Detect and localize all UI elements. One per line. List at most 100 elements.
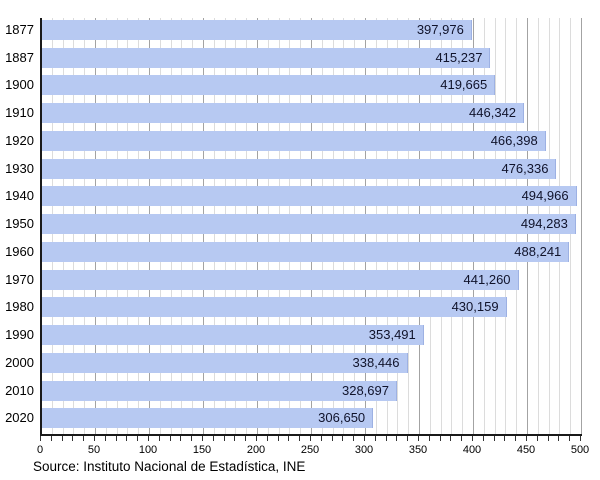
x-axis-tick-label: 0 xyxy=(36,444,44,456)
x-axis-tick xyxy=(245,436,247,441)
bar-value-label: 476,336 xyxy=(501,160,549,176)
x-axis-tick xyxy=(461,436,463,441)
x-axis-tick xyxy=(320,436,322,441)
bar-1950: 494,283 xyxy=(42,214,576,235)
x-axis-tick xyxy=(266,436,268,441)
x-axis-tick xyxy=(558,436,560,441)
bar-row: 338,446 xyxy=(42,352,582,373)
x-axis-tick xyxy=(158,436,160,441)
x-axis-tick xyxy=(472,436,473,441)
x-axis-tick xyxy=(547,436,549,441)
year-label-2020: 2020 xyxy=(5,410,34,426)
bar-row: 494,966 xyxy=(42,186,582,207)
bar-value-label: 415,237 xyxy=(435,49,483,65)
x-axis-tick xyxy=(407,436,409,441)
x-axis-tick xyxy=(191,436,193,441)
x-axis-tick xyxy=(569,436,571,441)
x-axis-tick xyxy=(374,436,376,441)
x-axis-tick-label: 200 xyxy=(246,444,266,456)
bar-1970: 441,260 xyxy=(42,269,519,290)
bar-1877: 397,976 xyxy=(42,20,472,40)
x-axis-tick-label: 400 xyxy=(462,444,482,456)
bar-row: 446,342 xyxy=(42,103,582,124)
bar-1940: 494,966 xyxy=(42,186,577,207)
bar-1920: 466,398 xyxy=(42,130,546,151)
bar-value-label: 338,446 xyxy=(352,354,400,370)
bar-value-label: 488,241 xyxy=(514,243,562,259)
bar-value-label: 353,491 xyxy=(368,327,416,343)
x-axis-tick xyxy=(61,436,63,441)
bar-value-label: 466,398 xyxy=(490,132,538,148)
bar-2000: 338,446 xyxy=(42,352,408,373)
x-axis-tick xyxy=(439,436,441,441)
bar-1887: 415,237 xyxy=(42,47,491,68)
x-axis-tick xyxy=(310,436,311,441)
x-axis-tick xyxy=(137,436,139,441)
x-axis-tick xyxy=(40,436,41,441)
x-axis-tick xyxy=(396,436,398,441)
year-label-1877: 1877 xyxy=(5,22,34,37)
bar-2010: 328,697 xyxy=(42,380,397,401)
x-axis-tick xyxy=(277,436,279,441)
bar-row: 306,650 xyxy=(42,408,582,429)
x-axis-tick xyxy=(342,436,344,441)
x-axis-tick xyxy=(169,436,171,441)
year-label-1950: 1950 xyxy=(5,216,34,232)
bar-1990: 353,491 xyxy=(42,325,424,346)
year-label-1920: 1920 xyxy=(5,132,34,148)
bar-value-label: 494,966 xyxy=(521,188,569,204)
year-label-2000: 2000 xyxy=(5,354,34,370)
x-axis-tick-label: 150 xyxy=(192,444,212,456)
x-axis-tick xyxy=(83,436,85,441)
x-axis-tick-label: 100 xyxy=(138,444,158,456)
bar-row: 328,697 xyxy=(42,380,582,401)
x-axis-tick xyxy=(72,436,74,441)
bar-row: 466,398 xyxy=(42,130,582,151)
x-axis-tick xyxy=(50,436,52,441)
x-axis-tick xyxy=(385,436,387,441)
x-axis-tick xyxy=(299,436,301,441)
bar-value-label: 419,665 xyxy=(440,77,488,93)
x-axis-tick xyxy=(482,436,484,441)
x-axis-tick xyxy=(202,436,203,441)
year-label-1970: 1970 xyxy=(5,271,34,287)
year-label-1940: 1940 xyxy=(5,188,34,204)
bar-value-label: 430,159 xyxy=(451,299,499,315)
x-axis-tick xyxy=(115,436,117,441)
x-axis-tick xyxy=(104,436,106,441)
bar-value-label: 328,697 xyxy=(341,382,389,398)
x-axis-tick xyxy=(493,436,495,441)
bar-value-label: 397,976 xyxy=(416,22,464,37)
x-axis-tick xyxy=(515,436,517,441)
x-axis-tick xyxy=(364,436,365,441)
x-axis-tick xyxy=(148,436,149,441)
year-label-1980: 1980 xyxy=(5,299,34,315)
x-axis-tick xyxy=(180,436,182,441)
x-axis-tick-label: 50 xyxy=(87,444,101,456)
x-axis-tick-label: 350 xyxy=(408,444,428,456)
major-gridline xyxy=(581,18,582,434)
x-axis-tick xyxy=(256,436,257,441)
year-label-1960: 1960 xyxy=(5,243,34,259)
bar-row: 353,491 xyxy=(42,325,582,346)
bar-1980: 430,159 xyxy=(42,297,507,318)
x-axis-tick xyxy=(526,436,527,441)
bar-row: 397,976 xyxy=(42,20,582,40)
x-axis-tick xyxy=(580,436,581,441)
x-axis-tick xyxy=(94,436,95,441)
bar-row: 441,260 xyxy=(42,269,582,290)
bar-value-label: 306,650 xyxy=(318,410,366,426)
bar-row: 415,237 xyxy=(42,47,582,68)
year-label-1887: 1887 xyxy=(5,49,34,65)
bar-value-label: 441,260 xyxy=(463,271,511,287)
bar-1960: 488,241 xyxy=(42,241,570,262)
x-axis-tick-label: 500 xyxy=(570,444,590,456)
x-axis-tick xyxy=(504,436,506,441)
bar-row: 430,159 xyxy=(42,297,582,318)
x-axis-tick xyxy=(450,436,452,441)
bar-1900: 419,665 xyxy=(42,75,496,96)
x-axis-tick xyxy=(536,436,538,441)
year-label-1910: 1910 xyxy=(5,105,34,121)
x-axis-tick xyxy=(126,436,128,441)
